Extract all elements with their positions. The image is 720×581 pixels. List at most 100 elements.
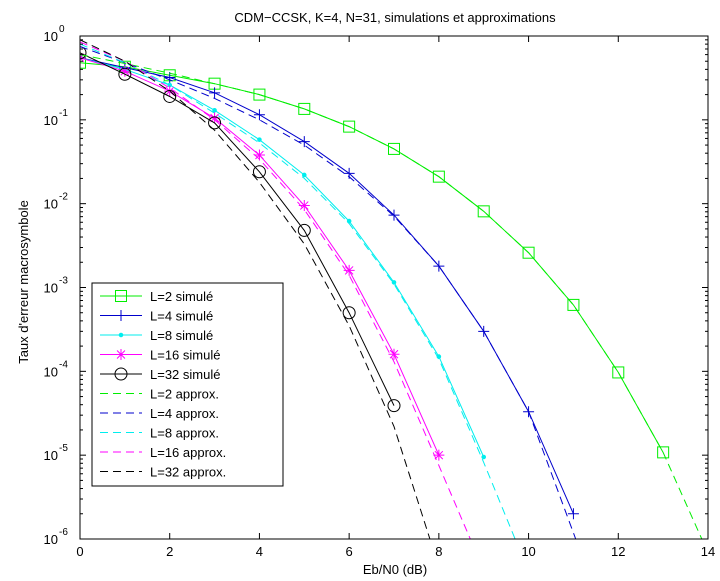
legend-entry: L=2 approx. [100, 387, 219, 402]
y-tick-label: 10 -5 [44, 443, 69, 463]
data-point [208, 116, 222, 130]
y-tick-base: 10 [44, 532, 58, 547]
data-point [391, 280, 397, 285]
data-point [209, 87, 221, 99]
data-point [388, 142, 400, 155]
series-5 [80, 54, 703, 539]
y-tick-base: 10 [44, 29, 58, 44]
data-point [343, 264, 355, 276]
y-tick-label: 10 -2 [44, 192, 69, 212]
legend-entry: L=8 approx. [100, 426, 219, 441]
x-tick-label: 8 [435, 544, 442, 559]
data-point [212, 107, 217, 113]
data-point [298, 136, 310, 148]
legend-marker [118, 332, 124, 338]
y-tick-exponent: -5 [59, 443, 68, 454]
data-point [433, 260, 445, 272]
series-9 [80, 39, 431, 539]
data-point [567, 298, 580, 311]
legend-entry: L=16 simulé [100, 348, 220, 363]
data-point [522, 246, 535, 259]
data-point [118, 67, 132, 81]
legend-entry: L=2 simulé [100, 289, 213, 304]
legend-entry: L=16 approx. [100, 445, 226, 460]
data-point [612, 366, 625, 379]
legend-label: L=2 approx. [150, 387, 219, 402]
y-tick-base: 10 [44, 364, 58, 379]
y-tick-label: 10 0 [44, 24, 65, 44]
series-7 [80, 43, 516, 539]
series-8 [80, 41, 471, 539]
series-line [80, 57, 485, 458]
legend-entry: L=32 approx. [100, 465, 226, 480]
data-point [301, 172, 307, 178]
legend-marker [114, 367, 128, 381]
legend-entry: L=4 approx. [100, 406, 219, 421]
series-line [80, 41, 471, 539]
legend-label: L=16 simulé [150, 348, 220, 363]
y-tick-label: 10 -6 [44, 527, 69, 547]
y-tick-label: 10 -3 [44, 276, 69, 296]
data-point [388, 348, 400, 360]
y-tick-exponent: 0 [59, 24, 65, 35]
series-3 [80, 52, 445, 461]
legend-marker [115, 349, 127, 360]
chart-title: CDM−CCSK, K=4, N=31, simulations et appr… [234, 10, 556, 25]
x-tick-label: 4 [256, 544, 263, 559]
legend-marker [115, 310, 127, 321]
y-tick-exponent: -3 [59, 276, 68, 287]
legend-marker [115, 290, 127, 302]
legend-label: L=4 approx. [150, 406, 219, 421]
data-point [297, 223, 311, 237]
x-tick-label: 2 [166, 544, 173, 559]
y-tick-base: 10 [44, 113, 58, 128]
x-tick-label: 14 [701, 544, 715, 559]
y-tick-label: 10 -4 [44, 359, 69, 379]
data-point [164, 71, 176, 83]
series-layer [80, 39, 703, 539]
data-point [164, 85, 176, 97]
data-point [119, 65, 131, 77]
data-point [657, 446, 670, 459]
data-point [346, 218, 352, 224]
data-point [253, 149, 265, 161]
y-tick-exponent: -4 [59, 359, 68, 370]
legend-label: L=8 approx. [150, 426, 219, 441]
data-point [432, 170, 445, 183]
legend-entry: L=4 simulé [100, 309, 213, 324]
x-axis-label: Eb/N0 (dB) [363, 562, 427, 577]
data-point [298, 102, 311, 115]
series-4 [80, 46, 401, 413]
legend-entry: L=32 simulé [100, 367, 220, 382]
data-point [343, 120, 356, 133]
legend-box [91, 282, 284, 487]
x-tick-label: 10 [521, 544, 535, 559]
legend-label: L=8 simulé [150, 328, 213, 343]
data-point [257, 137, 262, 142]
data-point [567, 508, 579, 520]
y-tick-exponent: -2 [59, 192, 68, 203]
series-line [80, 43, 516, 539]
data-point [481, 454, 487, 460]
y-tick-base: 10 [44, 197, 58, 212]
y-tick-base: 10 [44, 448, 58, 463]
data-point [80, 56, 86, 69]
data-point [388, 209, 400, 221]
data-point [433, 449, 445, 461]
x-tick-label: 12 [611, 544, 625, 559]
series-line [80, 52, 395, 406]
x-tick-label: 0 [76, 544, 83, 559]
series-6 [80, 46, 577, 539]
y-axis-label: Taux d'erreur macrosymbole [16, 200, 31, 364]
data-point [253, 109, 265, 121]
legend-label: L=32 simulé [150, 367, 220, 382]
data-point [253, 88, 266, 101]
data-point [252, 165, 266, 179]
data-point [478, 325, 490, 337]
data-point [387, 399, 401, 413]
legend: L=2 simulé L=4 simulé L=8 simulé L=16 simul… [91, 282, 284, 487]
y-tick-exponent: -6 [59, 527, 68, 538]
legend-label: L=4 simulé [150, 309, 213, 324]
